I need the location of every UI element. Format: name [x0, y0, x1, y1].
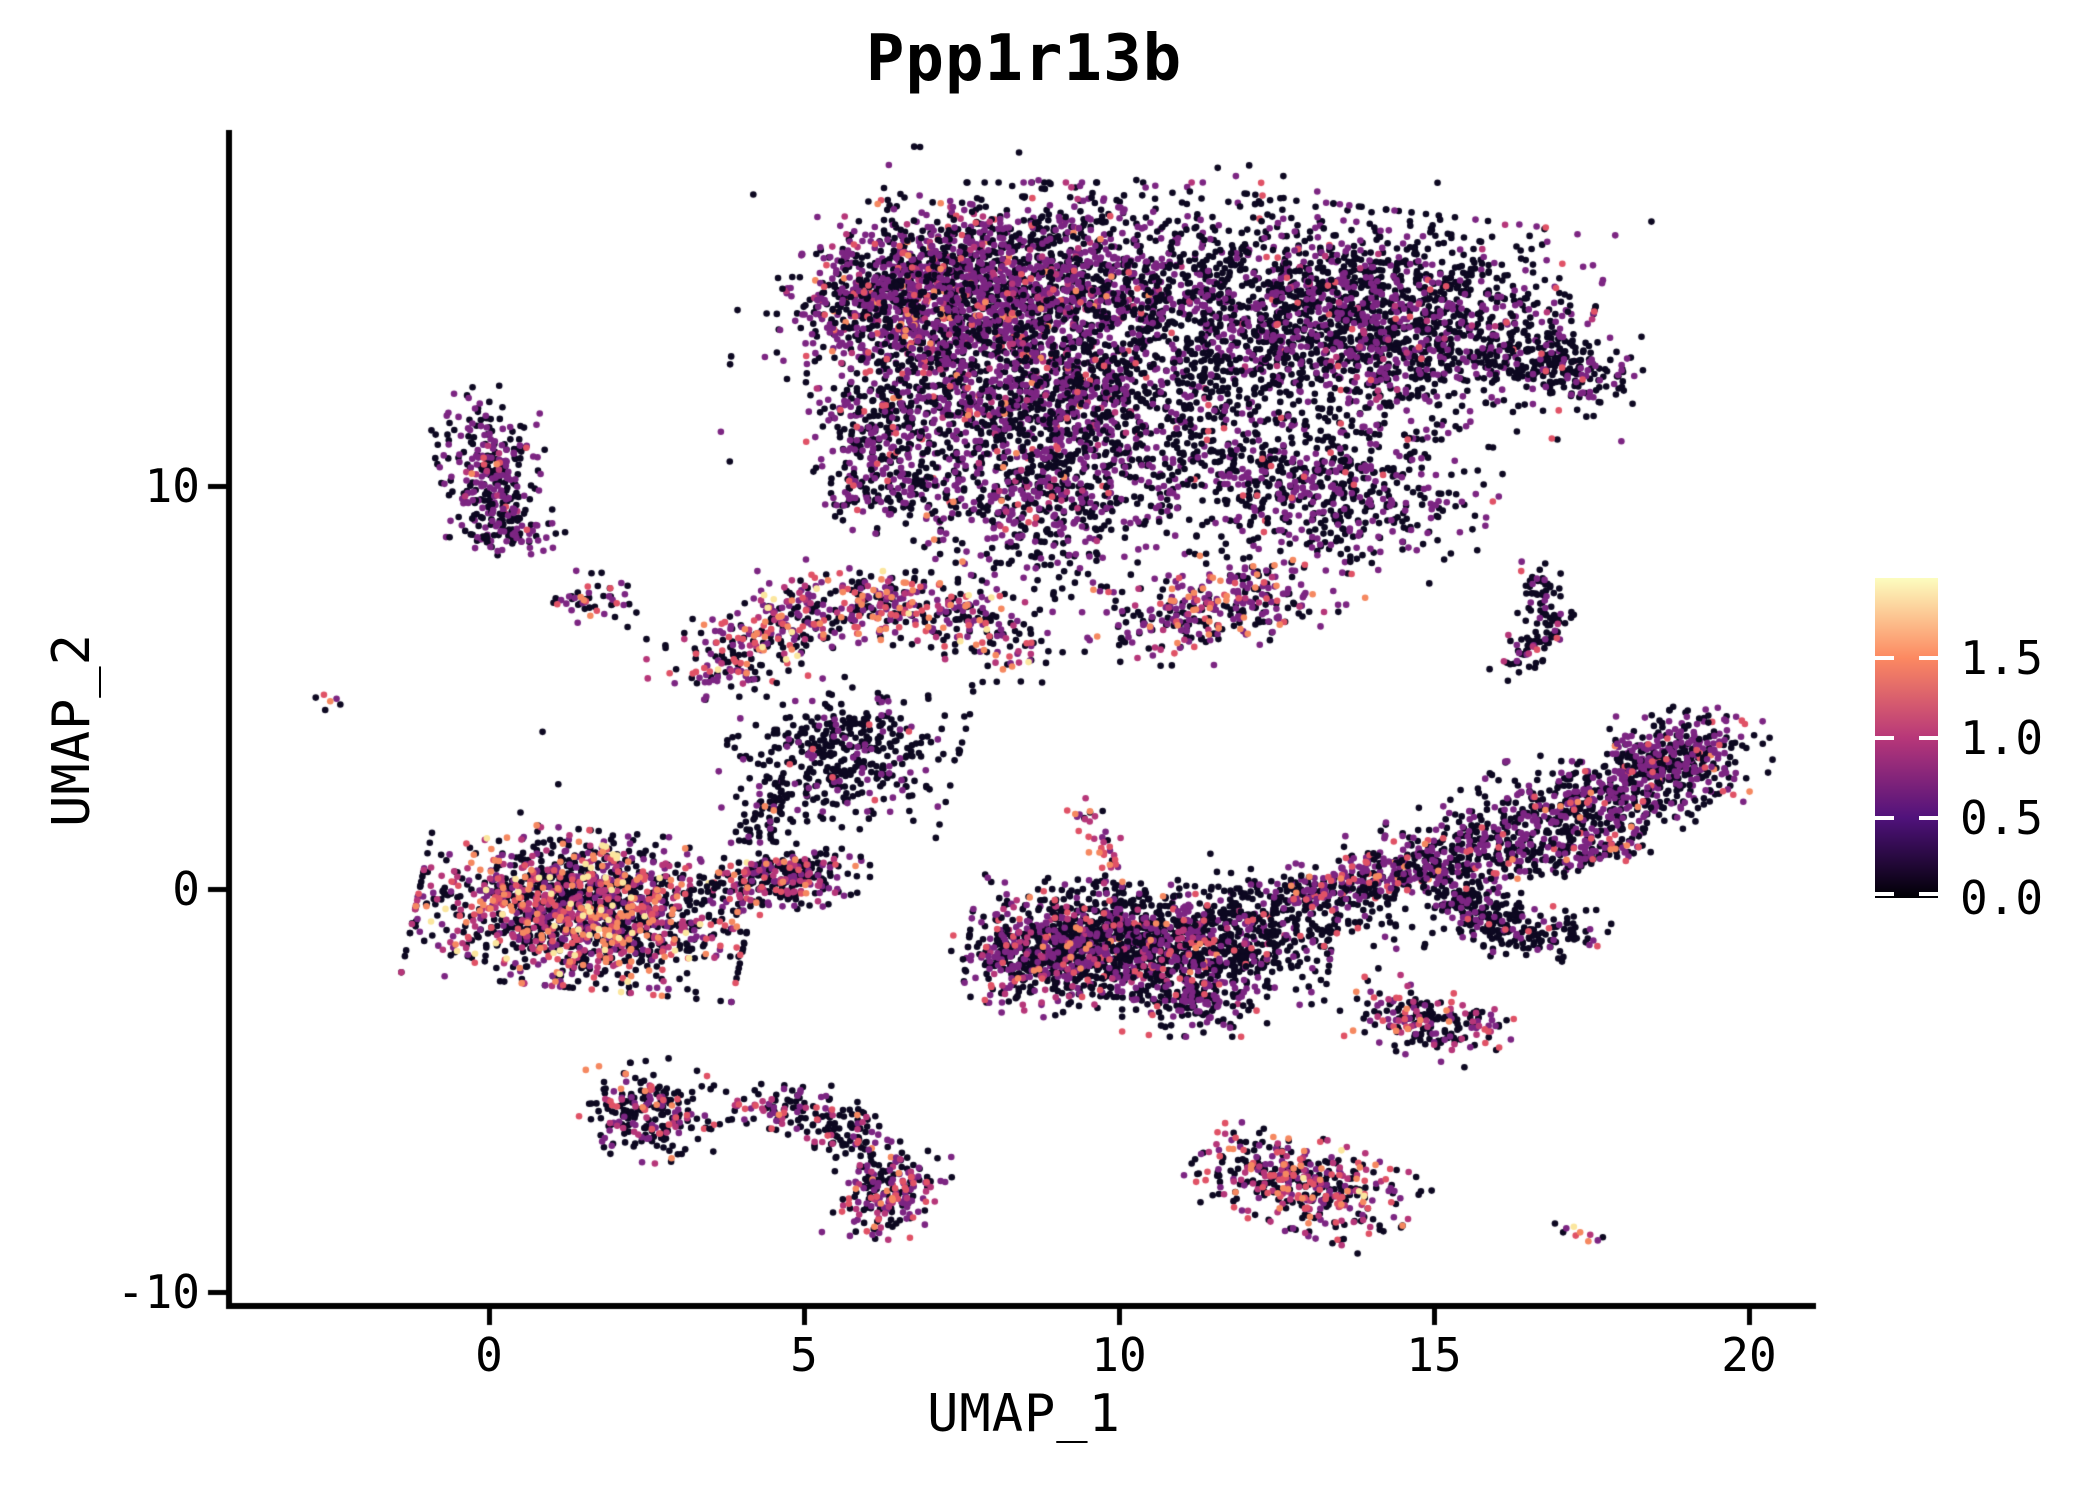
x-tick-label: 15: [1406, 1328, 1462, 1382]
colorbar-tick: [1919, 816, 1938, 820]
y-tick-label: 0: [172, 862, 200, 916]
x-tick-label: 0: [475, 1328, 503, 1382]
x-axis-title: UMAP_1: [927, 1384, 1121, 1444]
colorbar-tick: [1875, 892, 1894, 896]
x-tick-label: 20: [1721, 1328, 1777, 1382]
colorbar-tick-label: 0.0: [1960, 871, 2044, 925]
y-tick-label: -10: [116, 1265, 200, 1319]
colorbar-tick-label: 1.0: [1960, 711, 2044, 765]
colorbar-tick-label: 1.5: [1960, 631, 2044, 685]
colorbar-tick-label: 0.5: [1960, 791, 2044, 845]
colorbar-tick: [1919, 736, 1938, 740]
colorbar-tick: [1875, 736, 1894, 740]
colorbar-tick: [1875, 816, 1894, 820]
y-tick-label: 10: [144, 459, 200, 513]
colorbar-tick: [1919, 656, 1938, 660]
chart-title: Ppp1r13b: [865, 22, 1183, 96]
colorbar-tick: [1919, 892, 1938, 896]
x-tick-label: 10: [1091, 1328, 1147, 1382]
colorbar-tick: [1875, 656, 1894, 660]
x-tick-label: 5: [790, 1328, 818, 1382]
